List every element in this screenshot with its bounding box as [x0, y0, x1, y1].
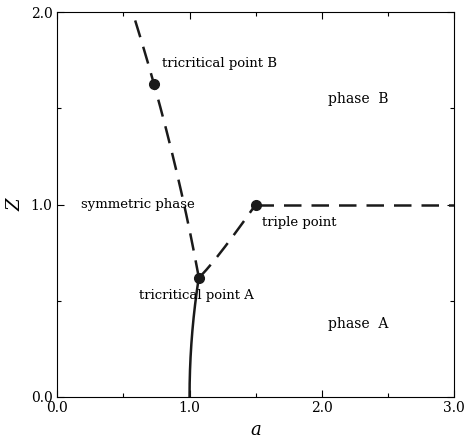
Text: triple point: triple point	[262, 216, 337, 229]
Text: symmetric phase: symmetric phase	[81, 198, 195, 211]
Text: tricritical point B: tricritical point B	[162, 57, 277, 70]
Y-axis label: Z: Z	[7, 198, 25, 211]
X-axis label: a: a	[250, 421, 261, 439]
Text: tricritical point A: tricritical point A	[139, 289, 254, 302]
Text: phase  B: phase B	[329, 92, 389, 106]
Text: phase  A: phase A	[329, 317, 389, 330]
